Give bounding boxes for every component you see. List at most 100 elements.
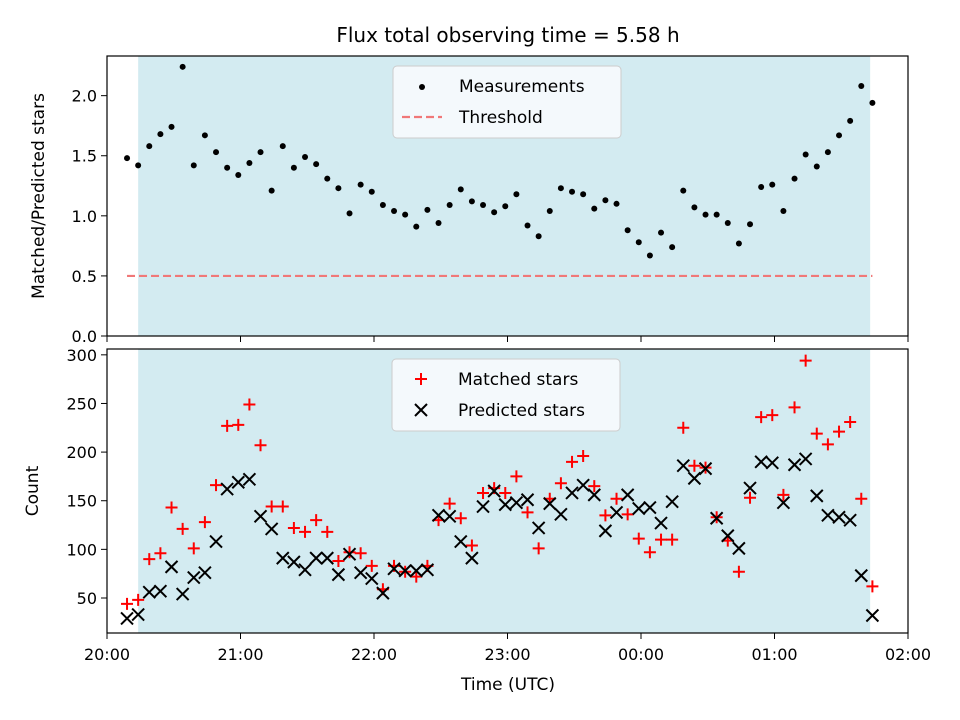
predicted-stars-point [431, 508, 446, 523]
y-tick-label: 0.5 [72, 267, 97, 286]
predicted-stars-point [242, 472, 257, 487]
matched-stars-point [321, 525, 334, 538]
chart-title: Flux total observing time = 5.58 h [336, 23, 679, 47]
measurement-point [268, 187, 275, 194]
matched-stars-point [643, 546, 656, 559]
measurement-point [713, 211, 720, 218]
y-tick-label: 300 [66, 346, 97, 365]
measurement-point [201, 132, 208, 139]
matched-stars-point [443, 497, 456, 510]
predicted-stars-point [365, 571, 379, 586]
y-tick-label: 250 [66, 394, 97, 413]
panel-count: 50 100 150 200 250 300 20:00 21:00 22:00 23:00 00:… [23, 346, 931, 664]
matched-stars-point [755, 411, 768, 424]
matched-stars-point [165, 501, 178, 514]
matched-stars-point [132, 593, 145, 606]
predicted-stars-point [721, 529, 735, 543]
predicted-stars-point [743, 481, 757, 495]
measurement-point [368, 188, 375, 195]
y-tick-label: 150 [66, 492, 97, 511]
matched-stars-point [521, 506, 534, 519]
predicted-stars-point [520, 493, 535, 507]
x-tick-label: 00:00 [618, 645, 664, 664]
matched-stars-point [588, 480, 601, 493]
matched-stars-point [577, 449, 590, 462]
predicted-stars-point [220, 482, 234, 496]
predicted-stars-point [531, 521, 546, 535]
matched-stars-point [532, 542, 545, 555]
legend-label: Predicted stars [458, 401, 585, 421]
y-tick-label: 2.0 [72, 87, 97, 106]
legend-matched-swatch [415, 373, 427, 385]
measurement-point [491, 209, 498, 216]
predicted-stars-point [632, 501, 646, 516]
matched-stars-point [599, 509, 612, 522]
predicted-stars-point [543, 496, 557, 511]
measurement-point [858, 83, 865, 90]
predicted-stars-point [654, 516, 668, 530]
predicted-stars-point [298, 563, 312, 577]
legend-label: Matched stars [458, 370, 578, 390]
measurement-point [791, 175, 798, 182]
measurement-point [391, 208, 398, 215]
predicted-stars-point [175, 587, 190, 601]
measurement-point [246, 159, 253, 166]
matched-stars-point [732, 565, 745, 578]
measurement-point [290, 164, 297, 171]
measurement-point [402, 211, 409, 218]
predicted-stars-point [409, 564, 423, 578]
matched-stars-point [276, 500, 289, 513]
measurement-point [747, 221, 754, 228]
predicted-stars-point [120, 611, 134, 626]
measurement-point [769, 181, 776, 188]
plot-frame [106, 348, 909, 634]
x-tick-label: 22:00 [351, 645, 397, 664]
measurement-point [836, 132, 843, 139]
y-tick-label: 200 [66, 443, 97, 462]
matched-stars-point [855, 492, 868, 505]
measurement-point [124, 155, 131, 162]
matched-stars-point [299, 525, 312, 538]
measurement-point [557, 185, 564, 192]
y-tick-label: 1.5 [72, 147, 97, 166]
measurement-point [646, 252, 653, 259]
predicted-stars-point [142, 585, 156, 599]
matched-stars-point [343, 546, 356, 559]
predicted-stars-point [164, 560, 179, 574]
measurement-point [735, 240, 742, 247]
predicted-stars-point [843, 513, 857, 527]
matched-stars-point [310, 514, 323, 527]
measurement-point [257, 149, 264, 156]
measurement-point [658, 229, 665, 236]
matched-stars-point [287, 521, 300, 534]
predicted-stars-point [253, 509, 268, 523]
predicted-stars-point [198, 565, 212, 580]
x-tick-label: 23:00 [484, 645, 530, 664]
measurement-point [569, 188, 576, 195]
matched-stars-point [254, 439, 267, 452]
predicted-stars-point [598, 524, 613, 538]
matched-stars-point [410, 570, 423, 583]
matched-stars-point [799, 354, 812, 367]
measurement-point [502, 203, 509, 210]
measurement-point [802, 151, 809, 158]
matched-stars-point [866, 580, 879, 593]
predicted-stars-point [821, 508, 835, 523]
measurement-point [190, 162, 197, 169]
predicted-stars-point [398, 564, 412, 578]
legend: Matched stars Predicted stars [391, 358, 621, 432]
measurement-point [157, 131, 164, 138]
predicted-stars-point [476, 499, 490, 514]
y-tick-label: 0.0 [72, 327, 97, 346]
predicted-stars-point [676, 459, 690, 473]
predicted-stars-point [854, 568, 868, 583]
matched-stars-point [621, 508, 634, 521]
measurement-point [146, 143, 153, 150]
measurement-point [535, 233, 542, 240]
predicted-stars-point [487, 484, 501, 498]
matched-stars-point [243, 398, 256, 411]
predicted-stars-point [353, 565, 368, 580]
matched-stars-point [554, 477, 567, 490]
measurement-point [824, 149, 831, 156]
x-tick-label: 01:00 [751, 645, 797, 664]
